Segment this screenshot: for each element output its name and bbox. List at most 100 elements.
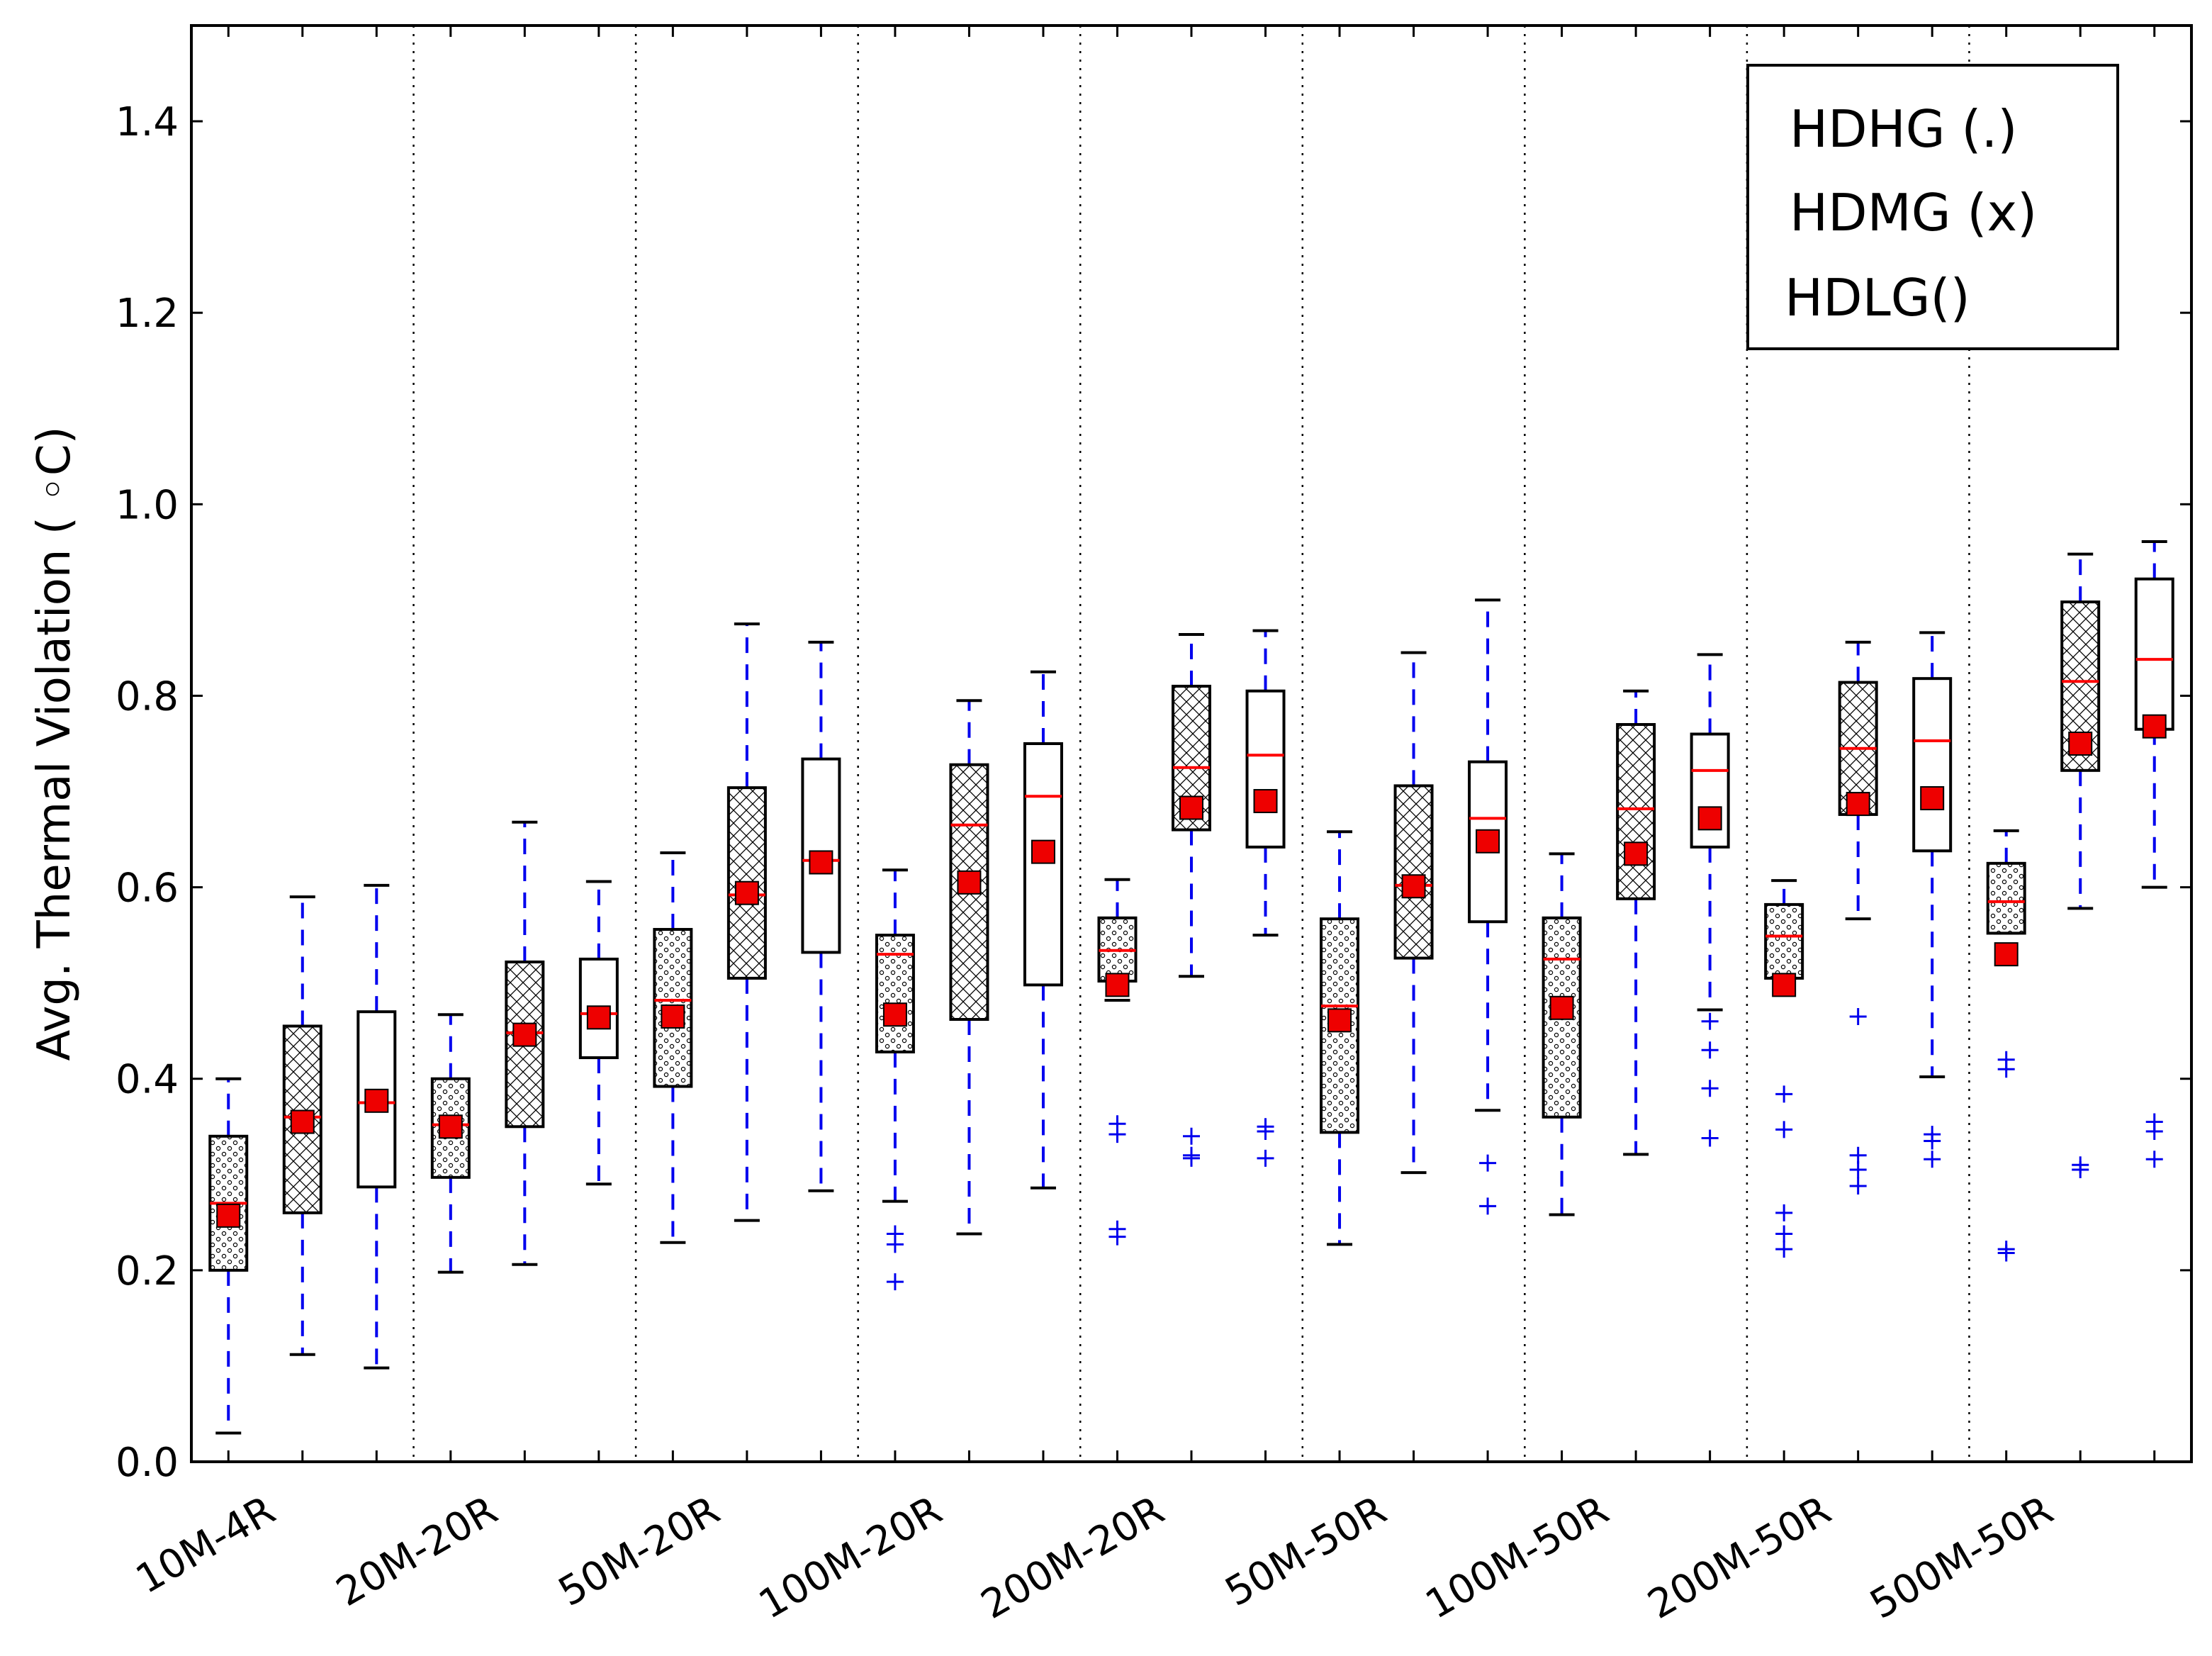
outlier-marker (1924, 1132, 1941, 1150)
mean-marker (1031, 839, 1055, 864)
y-tick-label: 0.4 (116, 1057, 179, 1103)
box-21 (1764, 879, 1804, 1258)
box-11 (1023, 670, 1063, 1190)
box-18 (1542, 852, 1582, 1216)
box-25 (2060, 552, 2101, 1179)
mean-marker (661, 1004, 685, 1029)
box-22 (1838, 640, 1878, 1195)
outlier-marker (2145, 1123, 2163, 1141)
x-category-label: 500M-50R (1863, 1487, 2061, 1628)
box-body (1245, 689, 1286, 849)
box-23 (1912, 631, 1953, 1168)
box-body (1764, 902, 1804, 980)
y-tick-label: 0.0 (116, 1440, 179, 1486)
box-body (1986, 861, 2026, 935)
legend-frame (1746, 64, 2119, 350)
outlier-marker (1775, 1085, 1793, 1103)
box-16 (1393, 651, 1434, 1175)
x-category-label: 50M-20R (551, 1487, 727, 1616)
mean-marker (882, 1002, 907, 1027)
mean-marker (1772, 973, 1797, 997)
box-24 (1986, 829, 2026, 1262)
box-3 (430, 1013, 471, 1274)
box-8 (801, 640, 841, 1192)
y-tick-label: 1.2 (116, 291, 179, 337)
outlier-marker (1775, 1225, 1793, 1243)
legend: HDHG (.) HDMG (x) HDLG() (1746, 64, 2119, 350)
mean-marker (512, 1022, 537, 1047)
mean-marker (1697, 806, 1722, 831)
outlier-marker (1775, 1241, 1793, 1258)
box-26 (2134, 540, 2174, 1168)
legend-entry-hdhg: HDHG (.) (1790, 99, 2017, 159)
box-body (1912, 677, 1953, 853)
box-body (2134, 577, 2174, 731)
outlier-marker (2145, 1151, 2163, 1168)
outlier-marker (1479, 1197, 1497, 1215)
outlier-marker (1997, 1061, 2015, 1078)
outlier-marker (1257, 1149, 1274, 1167)
x-category-label: 20M-20R (329, 1487, 505, 1616)
outlier-marker (1775, 1204, 1793, 1221)
x-category-label: 200M-20R (974, 1487, 1172, 1628)
mean-marker (1476, 829, 1500, 854)
mean-marker (1105, 973, 1130, 997)
box-body (949, 763, 989, 1021)
x-category-label: 200M-50R (1640, 1487, 1838, 1628)
box-body (1616, 722, 1656, 900)
mean-marker (438, 1114, 463, 1139)
mean-marker (290, 1109, 315, 1134)
outlier-marker (1849, 1007, 1867, 1025)
box-7 (726, 622, 767, 1222)
outlier-marker (1701, 1129, 1719, 1147)
legend-entry-hdmg: HDMG (x) (1790, 183, 2037, 242)
box-19 (1616, 689, 1656, 1156)
box-2 (356, 883, 397, 1370)
mean-marker (1401, 874, 1426, 899)
mean-marker (364, 1088, 389, 1113)
box-0 (208, 1077, 249, 1435)
box-12 (1097, 878, 1138, 1246)
box-body (1023, 742, 1063, 987)
outlier-marker (1997, 1244, 2015, 1262)
mean-marker (957, 870, 982, 895)
mean-marker (809, 850, 833, 875)
y-tick-label: 1.0 (116, 482, 179, 528)
box-9 (875, 868, 915, 1291)
box-20 (1690, 653, 1730, 1147)
y-axis-title: Avg. Thermal Violation ( ◦C) (28, 426, 81, 1061)
x-category-label: 100M-50R (1418, 1487, 1617, 1628)
outlier-marker (1183, 1127, 1200, 1145)
legend-entry-hdlg: HDLG() (1785, 268, 1970, 328)
outlier-marker (1701, 1080, 1719, 1097)
mean-marker (1994, 942, 2019, 967)
x-category-label: 10M-4R (128, 1487, 283, 1603)
outlier-marker (1849, 1161, 1867, 1179)
outlier-marker (1479, 1154, 1497, 1172)
outlier-marker (886, 1236, 904, 1253)
mean-marker (734, 880, 759, 905)
y-tick-label: 0.8 (116, 673, 179, 720)
box-13 (1172, 633, 1211, 1167)
y-tick-label: 1.4 (116, 99, 179, 145)
outlier-marker (1849, 1177, 1867, 1195)
box-5 (578, 880, 619, 1186)
mean-marker (1624, 841, 1649, 866)
outlier-marker (1701, 1012, 1719, 1030)
mean-marker (216, 1203, 241, 1228)
mean-marker (1179, 795, 1203, 820)
x-category-label: 50M-50R (1218, 1487, 1394, 1616)
outlier-marker (2072, 1161, 2089, 1179)
box-1 (282, 895, 322, 1356)
boxes (208, 540, 2174, 1435)
mean-marker (1253, 789, 1278, 814)
y-tick-label: 0.2 (116, 1248, 179, 1294)
outlier-marker (1257, 1123, 1274, 1141)
outlier-marker (1108, 1228, 1126, 1246)
outlier-marker (1775, 1121, 1793, 1138)
outlier-marker (1108, 1126, 1126, 1143)
y-tick-label: 0.6 (116, 866, 179, 912)
mean-marker (2142, 714, 2167, 739)
box-6 (653, 851, 693, 1244)
